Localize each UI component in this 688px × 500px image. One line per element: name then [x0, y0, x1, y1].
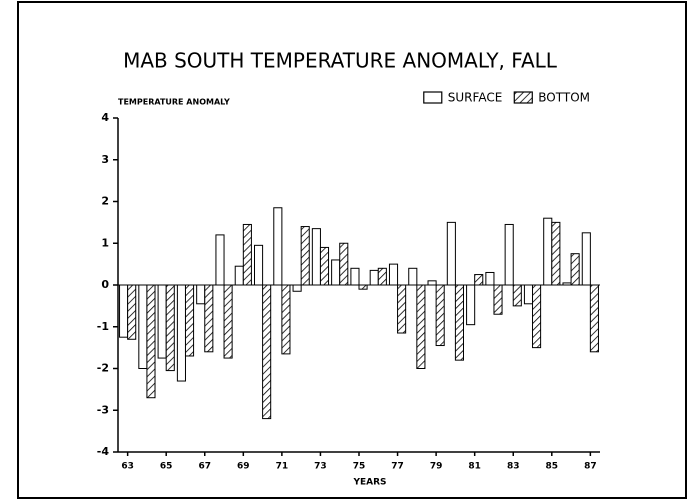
bar — [474, 274, 484, 286]
bar — [551, 221, 561, 286]
y-tick-label: 2 — [101, 195, 109, 208]
x-tick-label: 83 — [507, 462, 520, 472]
bar — [523, 284, 534, 305]
legend-swatch — [513, 91, 533, 104]
bar — [408, 267, 418, 286]
y-tick-label: -2 — [97, 362, 109, 375]
y-tick-label: 3 — [101, 153, 109, 166]
bar — [127, 284, 137, 340]
bar — [350, 267, 360, 286]
x-tick-label: 71 — [276, 462, 289, 472]
legend-swatch — [423, 91, 443, 104]
x-tick-label: 73 — [314, 462, 327, 472]
bar — [416, 284, 426, 369]
bar — [358, 284, 368, 290]
bar — [196, 284, 206, 305]
x-tick-label: 77 — [391, 462, 404, 472]
y-tick-label: 0 — [101, 278, 109, 291]
bar — [300, 226, 310, 286]
bar — [377, 267, 387, 286]
bar — [242, 223, 252, 286]
bar — [119, 284, 129, 338]
y-tick-label: -3 — [97, 403, 109, 416]
bar — [204, 284, 214, 353]
x-tick-label: 79 — [430, 462, 443, 472]
bar — [397, 284, 407, 334]
bar — [454, 284, 464, 361]
x-tick-label: 65 — [160, 462, 173, 472]
bar — [146, 284, 156, 399]
chart-title: MAB SOUTH TEMPERATURE ANOMALY, FALL — [123, 49, 558, 73]
x-tick-label: 75 — [353, 462, 366, 472]
bar — [493, 284, 503, 315]
bar — [435, 284, 445, 347]
bar — [504, 223, 514, 286]
bar — [581, 232, 591, 286]
x-axis-label: YEARS — [352, 478, 386, 488]
y-tick-label: 1 — [101, 236, 109, 249]
bar — [234, 265, 244, 286]
bar — [369, 269, 379, 286]
bar — [466, 284, 476, 326]
frame — [17, 1, 687, 499]
bar — [254, 244, 264, 286]
bar — [292, 284, 302, 292]
bar — [589, 284, 599, 353]
bar — [331, 259, 341, 286]
y-tick-label: -1 — [97, 320, 109, 333]
bar — [562, 282, 572, 286]
bar — [388, 263, 399, 286]
y-tick-label: 4 — [101, 111, 109, 124]
bar — [570, 253, 580, 286]
bar — [215, 234, 225, 286]
x-tick-label: 67 — [198, 462, 211, 472]
bar — [427, 280, 437, 286]
bar — [223, 284, 233, 359]
bar — [157, 284, 167, 359]
y-axis-label: TEMPERATURE ANOMALY — [118, 98, 230, 107]
bar — [485, 271, 495, 286]
x-tick-label: 81 — [468, 462, 481, 472]
bar — [446, 221, 456, 286]
x-tick-label: 69 — [237, 462, 250, 472]
bar — [273, 207, 283, 286]
bar — [138, 284, 148, 369]
bar — [262, 284, 272, 420]
y-tick-label: -4 — [97, 445, 110, 458]
bar — [184, 284, 195, 357]
bar — [165, 284, 175, 372]
legend-label: SURFACE — [448, 91, 503, 105]
bar — [532, 284, 542, 349]
x-tick-label: 87 — [584, 462, 597, 472]
legend-label: BOTTOM — [538, 91, 590, 105]
x-tick-label: 85 — [546, 462, 559, 472]
bar — [176, 284, 186, 382]
bar — [281, 284, 291, 355]
bar — [512, 284, 522, 307]
bar — [319, 246, 330, 286]
bar — [339, 242, 349, 286]
bar — [543, 217, 553, 286]
x-tick-label: 63 — [121, 462, 134, 472]
bar — [311, 228, 321, 286]
